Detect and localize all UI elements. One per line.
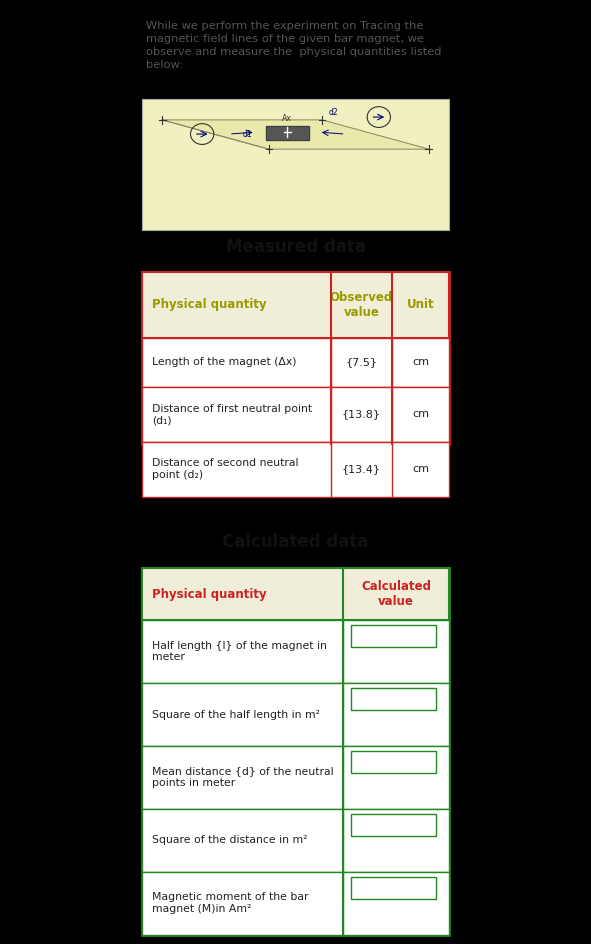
Text: Physical quantity: Physical quantity bbox=[152, 588, 267, 600]
Text: Calculated
value: Calculated value bbox=[361, 581, 431, 608]
Text: Distance of second neutral
point (d₂): Distance of second neutral point (d₂) bbox=[152, 459, 298, 480]
FancyBboxPatch shape bbox=[142, 746, 449, 809]
Text: Ax: Ax bbox=[282, 113, 292, 123]
FancyBboxPatch shape bbox=[352, 625, 436, 648]
FancyBboxPatch shape bbox=[142, 272, 449, 444]
Text: d1: d1 bbox=[242, 130, 252, 140]
Text: Calculated data: Calculated data bbox=[222, 533, 369, 551]
FancyBboxPatch shape bbox=[142, 620, 449, 683]
Text: Half length {l} of the magnet in
meter: Half length {l} of the magnet in meter bbox=[152, 641, 327, 663]
Text: Unit: Unit bbox=[407, 298, 434, 312]
Text: Mean distance {d} of the neutral
points in meter: Mean distance {d} of the neutral points … bbox=[152, 767, 334, 788]
FancyBboxPatch shape bbox=[352, 814, 436, 835]
FancyBboxPatch shape bbox=[352, 877, 436, 899]
Text: Square of the distance in m²: Square of the distance in m² bbox=[152, 835, 308, 845]
FancyBboxPatch shape bbox=[142, 272, 449, 338]
Text: cm: cm bbox=[412, 464, 429, 474]
Text: {13.8}: {13.8} bbox=[342, 410, 381, 419]
Polygon shape bbox=[162, 120, 429, 149]
Text: {13.4}: {13.4} bbox=[342, 464, 381, 474]
Text: Physical quantity: Physical quantity bbox=[152, 298, 267, 312]
Text: Square of the half length in m²: Square of the half length in m² bbox=[152, 710, 320, 719]
Text: Magnetic moment of the bar
magnet (M)in Am²: Magnetic moment of the bar magnet (M)in … bbox=[152, 892, 309, 914]
Text: Measured data: Measured data bbox=[226, 238, 365, 256]
Text: d2: d2 bbox=[329, 108, 339, 117]
FancyBboxPatch shape bbox=[142, 387, 449, 442]
FancyBboxPatch shape bbox=[142, 338, 449, 387]
FancyBboxPatch shape bbox=[142, 568, 449, 620]
Text: cm: cm bbox=[412, 410, 429, 419]
Text: Length of the magnet (Δx): Length of the magnet (Δx) bbox=[152, 358, 297, 367]
FancyBboxPatch shape bbox=[352, 688, 436, 710]
FancyBboxPatch shape bbox=[352, 751, 436, 773]
Text: Observed
value: Observed value bbox=[330, 291, 393, 319]
FancyBboxPatch shape bbox=[142, 871, 449, 935]
Text: Distance of first neutral point
(d₁): Distance of first neutral point (d₁) bbox=[152, 404, 312, 425]
Text: Calculate the following from the observed values:
(The value for μ₀ and BH are g: Calculate the following from the observe… bbox=[145, 451, 430, 488]
FancyBboxPatch shape bbox=[142, 442, 449, 497]
FancyBboxPatch shape bbox=[142, 568, 449, 935]
Text: While we perform the experiment on Tracing the
magnetic field lines of the given: While we perform the experiment on Traci… bbox=[145, 21, 441, 71]
FancyBboxPatch shape bbox=[142, 683, 449, 746]
Text: cm: cm bbox=[412, 358, 429, 367]
FancyBboxPatch shape bbox=[142, 99, 449, 230]
Text: {7.5}: {7.5} bbox=[345, 358, 378, 367]
Polygon shape bbox=[265, 126, 309, 140]
FancyBboxPatch shape bbox=[142, 809, 449, 871]
